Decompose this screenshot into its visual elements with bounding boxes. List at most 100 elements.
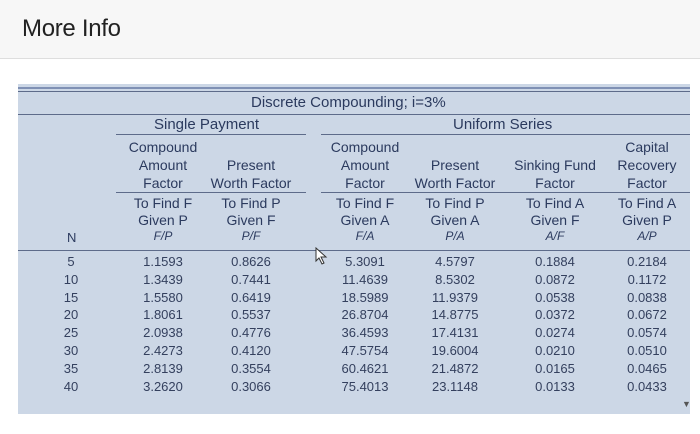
row-3-col-6: 0.0838: [627, 289, 667, 305]
row-7-col-4: 21.4872: [431, 360, 479, 376]
row-6-col-5: 0.0210: [535, 343, 575, 358]
row-7-col-1: 2.8139: [143, 360, 183, 376]
row-8-col-3: 75.4013: [341, 378, 389, 394]
row-5-col-4: 17.4131: [431, 325, 479, 341]
col-6-find: To Find A: [617, 195, 677, 211]
col-2-sym: P/F: [241, 229, 261, 243]
row-7-col-3: 60.4621: [341, 360, 389, 376]
n-column-header: N: [67, 230, 77, 245]
row-1-col-5: 0.1884: [535, 254, 575, 269]
mouse-cursor-icon: [315, 247, 328, 265]
uniform-group-rule: [321, 134, 690, 135]
row-5-col-5: 0.0274: [535, 325, 575, 341]
row-7-col-6: 0.0465: [627, 360, 667, 376]
row-8-n: 40: [63, 378, 79, 394]
row-6-col-4: 19.6004: [431, 343, 479, 358]
row-1-col-1: 1.1593: [143, 254, 183, 269]
row-3-n: 15: [63, 289, 79, 305]
col-2-find: To Find P: [221, 195, 281, 211]
row-3-col-5: 0.0538: [535, 289, 575, 305]
row-4-col-6: 0.0672: [627, 307, 667, 323]
col-1-l2: Amount: [138, 157, 188, 173]
row-1-col-6: 0.2184: [627, 254, 667, 269]
row-8-col-1: 3.2620: [143, 378, 183, 394]
row-2-col-1: 1.3439: [143, 271, 183, 287]
row-4-col-5: 0.0372: [535, 307, 575, 323]
row-2-col-6: 0.1172: [627, 271, 667, 287]
row-3-col-2: 0.6419: [231, 289, 271, 305]
col-3-sym: F/A: [355, 229, 375, 243]
row-6-col-1: 2.4273: [143, 343, 183, 358]
col-6-l2: Recovery: [617, 157, 677, 173]
header-body-rule: [18, 250, 690, 251]
col-5-l3: Factor: [535, 175, 575, 191]
col-6-sym: A/P: [637, 229, 657, 243]
row-7-n: 35: [63, 360, 79, 376]
col-6-l3: Factor: [627, 175, 667, 191]
uniform-mid-rule: [321, 192, 690, 193]
row-4-col-3: 26.8704: [341, 307, 389, 323]
col-3-find: To Find F: [335, 195, 395, 211]
row-5-col-2: 0.4776: [231, 325, 271, 341]
table-top-rule-2: [18, 91, 690, 92]
col-4-find: To Find P: [425, 195, 485, 211]
group-single-payment: Single Payment: [154, 116, 260, 133]
row-1-n: 5: [67, 254, 75, 269]
row-5-col-6: 0.0574: [627, 325, 667, 341]
row-1-col-2: 0.8626: [231, 254, 271, 269]
row-6-col-3: 47.5754: [341, 343, 389, 358]
dialog-title: More Info: [22, 15, 121, 42]
dialog-header: More Info: [0, 0, 700, 59]
col-2-given: Given F: [226, 212, 276, 228]
col-5-sym: A/F: [545, 229, 565, 243]
row-2-col-2: 0.7441: [231, 271, 271, 287]
row-4-col-1: 1.8061: [143, 307, 183, 323]
row-6-n: 30: [63, 343, 79, 358]
single-group-rule: [116, 134, 306, 135]
row-8-col-6: 0.0433: [627, 378, 667, 394]
row-5-col-3: 36.4593: [341, 325, 389, 341]
group-uniform-series: Uniform Series: [453, 116, 553, 133]
row-8-col-4: 23.1148: [431, 378, 479, 394]
table-title: Discrete Compounding; i=3%: [251, 94, 446, 111]
row-3-col-1: 1.5580: [143, 289, 183, 305]
row-4-col-4: 14.8775: [431, 307, 479, 323]
table-top-rule: [18, 87, 690, 89]
col-1-l1: Compound: [128, 139, 198, 155]
col-3-given: Given A: [340, 212, 390, 228]
col-6-given: Given P: [622, 212, 672, 228]
row-2-col-3: 11.4639: [341, 271, 389, 287]
col-1-l3: Factor: [143, 175, 183, 191]
row-6-col-2: 0.4120: [231, 343, 271, 358]
col-4-l2: Present: [430, 157, 480, 173]
row-1-col-3: 5.3091: [345, 254, 385, 269]
row-2-col-4: 8.5302: [435, 271, 475, 287]
col-5-l2: Sinking Fund: [514, 157, 596, 173]
row-5-col-1: 2.0938: [143, 325, 183, 341]
col-4-sym: P/A: [445, 229, 465, 243]
row-4-col-2: 0.5537: [231, 307, 271, 323]
title-rule: [18, 114, 690, 115]
scroll-down-icon[interactable]: ▼: [682, 399, 691, 409]
row-1-col-4: 4.5797: [435, 254, 475, 269]
col-1-find: To Find F: [133, 195, 193, 211]
col-6-l1: Capital: [625, 139, 669, 155]
col-4-l3: Worth Factor: [414, 175, 496, 191]
row-8-col-5: 0.0133: [535, 378, 575, 394]
row-5-n: 25: [63, 325, 79, 341]
row-4-n: 20: [63, 307, 79, 323]
col-3-l2: Amount: [340, 157, 390, 173]
row-3-col-4: 11.9379: [431, 289, 479, 305]
row-7-col-5: 0.0165: [535, 360, 575, 376]
row-8-col-2: 0.3066: [231, 378, 271, 394]
col-3-l3: Factor: [345, 175, 385, 191]
col-2-l2: Present: [226, 157, 276, 173]
col-3-l1: Compound: [330, 139, 400, 155]
row-6-col-6: 0.0510: [627, 343, 667, 358]
col-2-l3: Worth Factor: [210, 175, 292, 191]
single-mid-rule: [116, 192, 306, 193]
row-2-n: 10: [63, 271, 79, 287]
row-3-col-3: 18.5989: [341, 289, 389, 305]
col-5-find: To Find A: [525, 195, 585, 211]
col-1-sym: F/P: [153, 229, 173, 243]
